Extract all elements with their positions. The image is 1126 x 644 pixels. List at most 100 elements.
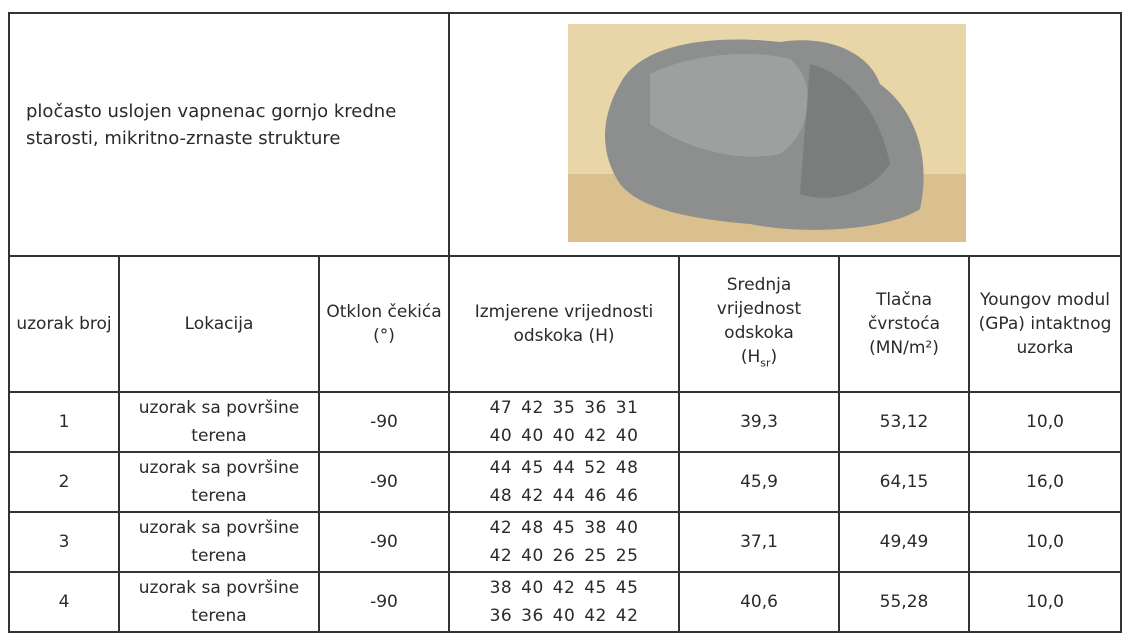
compressive-strength: 64,15 [839,452,969,512]
measured-value: 40 [490,426,513,446]
measured-value: 40 [521,578,544,598]
location: uzorak sa površine terena [119,512,319,572]
top-row: pločasto uslojen vapnenac gornjo kredne … [9,13,1121,256]
measured-value: 42 [584,606,607,626]
location: uzorak sa površine terena [119,572,319,632]
measured-value: 42 [553,578,576,598]
measured-value: 44 [553,486,576,506]
header-symbol: (Hsr) [686,345,832,375]
sample-number: 1 [9,392,119,452]
sample-number: 2 [9,452,119,512]
measured-value: 40 [553,426,576,446]
measured-value: 42 [521,398,544,418]
measured-value: 35 [553,398,576,418]
measured-value: 40 [521,426,544,446]
measured-value: 38 [490,578,513,598]
angle: -90 [319,512,449,572]
measured-line: 48 42 44 46 46 [456,482,672,510]
measured-value: 46 [616,486,639,506]
measured-value: 48 [490,486,513,506]
header-cell: Tlačna čvrstoća (MN/m²) [839,256,969,392]
measured-value: 45 [553,518,576,538]
young-modulus: 10,0 [969,512,1121,572]
measured-line: 42 48 45 38 40 [456,514,672,542]
measured-value: 25 [584,546,607,566]
measured-value: 26 [553,546,576,566]
symbol-prefix: (H [741,347,760,367]
measured-value: 44 [490,458,513,478]
measured-value: 38 [584,518,607,538]
symbol-suffix: ) [771,347,778,367]
compressive-strength: 49,49 [839,512,969,572]
location: uzorak sa površine terena [119,392,319,452]
measured-value: 25 [616,546,639,566]
measured-value: 36 [584,398,607,418]
header-text: Srednja vrijednost odskoka [686,273,832,345]
photo-cell [449,13,1121,256]
measured-value: 48 [521,518,544,538]
table-body: pločasto uslojen vapnenac gornjo kredne … [9,13,1121,632]
measured-line: 36 36 40 42 42 [456,602,672,630]
mean-rebound: 45,9 [679,452,839,512]
measured-value: 40 [616,426,639,446]
measured-value: 36 [490,606,513,626]
measured-value: 42 [521,486,544,506]
description: pločasto uslojen vapnenac gornjo kredne … [9,13,449,256]
measured-value: 44 [553,458,576,478]
header-cell: uzorak broj [9,256,119,392]
measured-value: 40 [521,546,544,566]
rock-photo [450,24,1056,245]
location: uzorak sa površine terena [119,452,319,512]
measured-value: 45 [616,578,639,598]
measured-value: 31 [616,398,639,418]
measured-value: 48 [616,458,639,478]
compressive-strength: 55,28 [839,572,969,632]
header-cell: Youngov modul (GPa) intaktnog uzorka [969,256,1121,392]
sample-number: 3 [9,512,119,572]
measured-value: 40 [616,518,639,538]
measured-value: 45 [521,458,544,478]
young-modulus: 16,0 [969,452,1121,512]
young-modulus: 10,0 [969,572,1121,632]
measured-value: 36 [521,606,544,626]
header-cell: Izmjerene vrijednosti odskoka (H) [449,256,679,392]
measured-value: 42 [616,606,639,626]
header-cell: Lokacija [119,256,319,392]
symbol-subscript: sr [760,356,770,369]
measured-value: 42 [490,546,513,566]
measured-line: 38 40 42 45 45 [456,574,672,602]
header-cell: Otklon čekića (°) [319,256,449,392]
measured-value: 40 [553,606,576,626]
measured-line: 42 40 26 25 25 [456,542,672,570]
angle: -90 [319,392,449,452]
measured-line: 47 42 35 36 31 [456,394,672,422]
young-modulus: 10,0 [969,392,1121,452]
measured-value: 46 [584,486,607,506]
angle: -90 [319,452,449,512]
measured-line: 40 40 40 42 40 [456,422,672,450]
sample-number: 4 [9,572,119,632]
measured-value: 42 [490,518,513,538]
mean-rebound: 40,6 [679,572,839,632]
header-cell: Srednja vrijednost odskoka(Hsr) [679,256,839,392]
mean-rebound: 37,1 [679,512,839,572]
measured-line: 44 45 44 52 48 [456,454,672,482]
compressive-strength: 53,12 [839,392,969,452]
measured-value: 42 [584,426,607,446]
measured-value: 47 [490,398,513,418]
measured-value: 52 [584,458,607,478]
sample-table: pločasto uslojen vapnenac gornjo kredne … [8,12,1122,633]
measured-value: 45 [584,578,607,598]
page: pločasto uslojen vapnenac gornjo kredne … [0,0,1126,644]
mean-rebound: 39,3 [679,392,839,452]
angle: -90 [319,572,449,632]
